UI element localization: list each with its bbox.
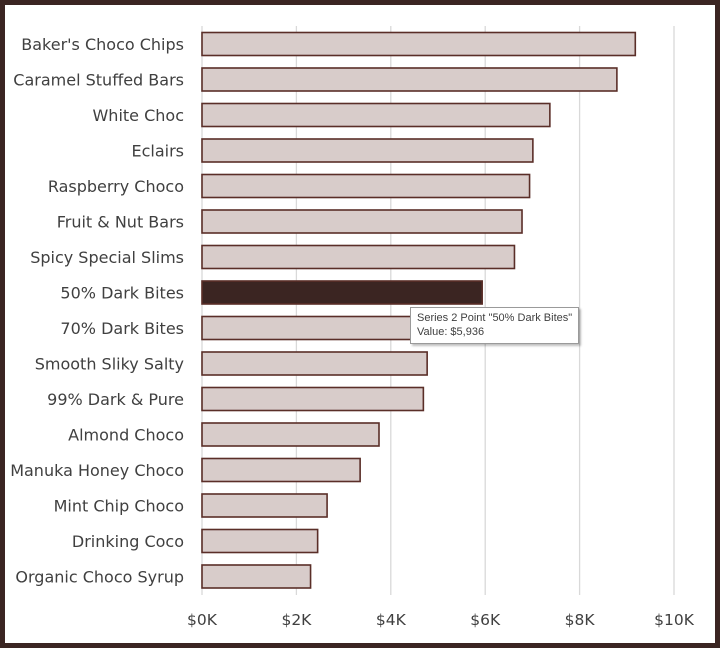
category-label-11: Almond Choco — [68, 426, 184, 445]
category-label-5: Fruit & Nut Bars — [57, 213, 184, 232]
bar-13[interactable] — [201, 493, 328, 518]
category-label-12: Manuka Honey Choco — [10, 461, 184, 480]
x-tick-label-0: $0K — [187, 611, 218, 629]
category-label-3: Eclairs — [131, 142, 184, 161]
tooltip-value: Value: $5,936 — [417, 326, 485, 338]
category-label-13: Mint Chip Choco — [54, 497, 184, 516]
x-tick-label-5: $10K — [654, 611, 695, 629]
data-tooltip: Series 2 Point "50% Dark Bites" Value: $… — [410, 307, 580, 344]
category-label-8: 70% Dark Bites — [60, 319, 184, 338]
bar-1[interactable] — [201, 67, 618, 92]
category-label-14: Drinking Coco — [72, 532, 184, 551]
bar-0[interactable] — [201, 31, 637, 57]
bar-12[interactable] — [201, 457, 361, 483]
bar-6[interactable] — [201, 244, 516, 270]
x-tick-label-4: $8K — [565, 611, 596, 629]
bar-4[interactable] — [201, 173, 531, 199]
bar-15[interactable] — [201, 564, 312, 589]
x-tick-labels: $0K $2K $4K $6K $8K $10K — [187, 611, 695, 629]
category-label-1: Caramel Stuffed Bars — [13, 71, 184, 90]
category-labels: Baker's Choco Chips Caramel Stuffed Bars W… — [10, 35, 184, 587]
bar-8[interactable] — [201, 315, 444, 341]
bar-chart: Baker's Choco Chips Caramel Stuffed Bars W… — [10, 26, 695, 629]
category-label-6: Spicy Special Slims — [30, 248, 184, 267]
category-label-4: Raspberry Choco — [48, 177, 184, 196]
category-label-7: 50% Dark Bites — [60, 284, 184, 303]
bar-9[interactable] — [201, 351, 428, 376]
category-label-0: Baker's Choco Chips — [21, 35, 184, 54]
bar-2[interactable] — [201, 102, 551, 128]
x-tick-label-1: $2K — [281, 611, 312, 629]
category-label-2: White Choc — [92, 106, 184, 125]
bar-5[interactable] — [201, 209, 523, 234]
bar-11[interactable] — [201, 422, 380, 447]
category-label-10: 99% Dark & Pure — [47, 390, 184, 409]
category-label-9: Smooth Sliky Salty — [35, 355, 184, 374]
bar-10[interactable] — [201, 386, 425, 412]
x-tick-label-2: $4K — [376, 611, 407, 629]
bars — [201, 31, 637, 589]
category-label-15: Organic Choco Syrup — [15, 568, 184, 587]
tooltip-series-point: Series 2 Point "50% Dark Bites" — [417, 312, 573, 324]
bar-14[interactable] — [201, 528, 319, 554]
chart-area: Baker's Choco Chips Caramel Stuffed Bars W… — [5, 5, 715, 643]
bar-3[interactable] — [201, 138, 534, 163]
x-tick-label-3: $6K — [470, 611, 501, 629]
bar-7[interactable] — [201, 280, 483, 305]
